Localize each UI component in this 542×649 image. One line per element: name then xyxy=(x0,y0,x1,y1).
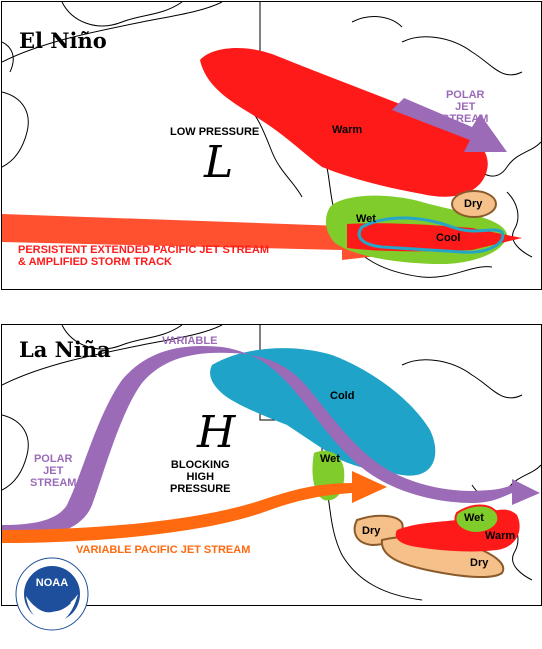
dry-south-label: Dry xyxy=(470,557,489,569)
polar-jet-label: POLAR JET STREAM xyxy=(30,453,76,489)
polar-jet-label-line1: POLAR xyxy=(445,89,485,101)
el-nino-title: El Niño xyxy=(19,28,107,53)
high-pressure-symbol: H xyxy=(197,407,236,458)
dry-label: Dry xyxy=(464,198,483,210)
wet-east-label: Wet xyxy=(464,512,484,524)
polar-jet-label: POLAR JET STREAM xyxy=(442,89,488,125)
noaa-logo: NOAA xyxy=(14,556,90,632)
variable-label: VARIABLE xyxy=(162,335,218,347)
cool-label: Cool xyxy=(436,232,461,244)
blocking-high-line1: BLOCKING xyxy=(170,459,230,471)
coastlines xyxy=(2,325,541,601)
cold-label: Cold xyxy=(330,390,355,402)
warm-label: Warm xyxy=(485,530,516,542)
dry-region xyxy=(451,190,497,218)
polar-jet-label-line2: JET xyxy=(455,101,476,113)
pacific-jet-label-line2: & AMPLIFIED STORM TRACK xyxy=(18,256,172,268)
el-nino-map: El Niño LOW PRESSURE L Warm POLAR JET ST… xyxy=(1,1,542,290)
warm-region xyxy=(200,48,488,197)
polar-jet-stream xyxy=(2,345,540,539)
noaa-logo-text: NOAA xyxy=(36,577,68,589)
el-nino-map-graphics xyxy=(2,2,541,278)
polar-jet-arrow xyxy=(392,98,507,152)
pacific-jet-label: VARIABLE PACIFIC JET STREAM xyxy=(76,544,251,556)
pacific-jet-label-line1: PERSISTENT EXTENDED PACIFIC JET STREAM xyxy=(18,244,269,256)
dry-sw-label: Dry xyxy=(362,525,381,537)
low-pressure-symbol: L xyxy=(204,137,234,188)
warm-label: Warm xyxy=(332,124,363,136)
polar-jet-label-line3: STREAM xyxy=(30,477,77,489)
polar-jet-label-line3: STREAM xyxy=(442,113,489,125)
wet-east-region xyxy=(454,504,500,535)
blocking-high-line2: HIGH xyxy=(186,471,215,483)
noaa-logo-graphic: NOAA xyxy=(15,557,89,631)
pacific-jet-stream xyxy=(2,471,387,543)
low-pressure-label: LOW PRESSURE xyxy=(170,126,260,138)
blocking-high-label: BLOCKING HIGH PRESSURE xyxy=(170,459,231,495)
la-nina-map-graphics xyxy=(2,325,541,601)
polar-jet-label-line2: JET xyxy=(43,465,64,477)
la-nina-map: La Niña VARIABLE Cold H BLOCKING HIGH PR… xyxy=(1,324,542,606)
la-nina-title: La Niña xyxy=(19,337,111,362)
polar-jet-label-line1: POLAR xyxy=(33,453,73,465)
wet-label: Wet xyxy=(356,213,376,225)
cool-outline xyxy=(357,216,505,254)
pacific-jet-label: PERSISTENT EXTENDED PACIFIC JET STREAM &… xyxy=(18,244,269,268)
blocking-high-line3: PRESSURE xyxy=(170,483,231,495)
wet-nw-label: Wet xyxy=(320,453,340,465)
